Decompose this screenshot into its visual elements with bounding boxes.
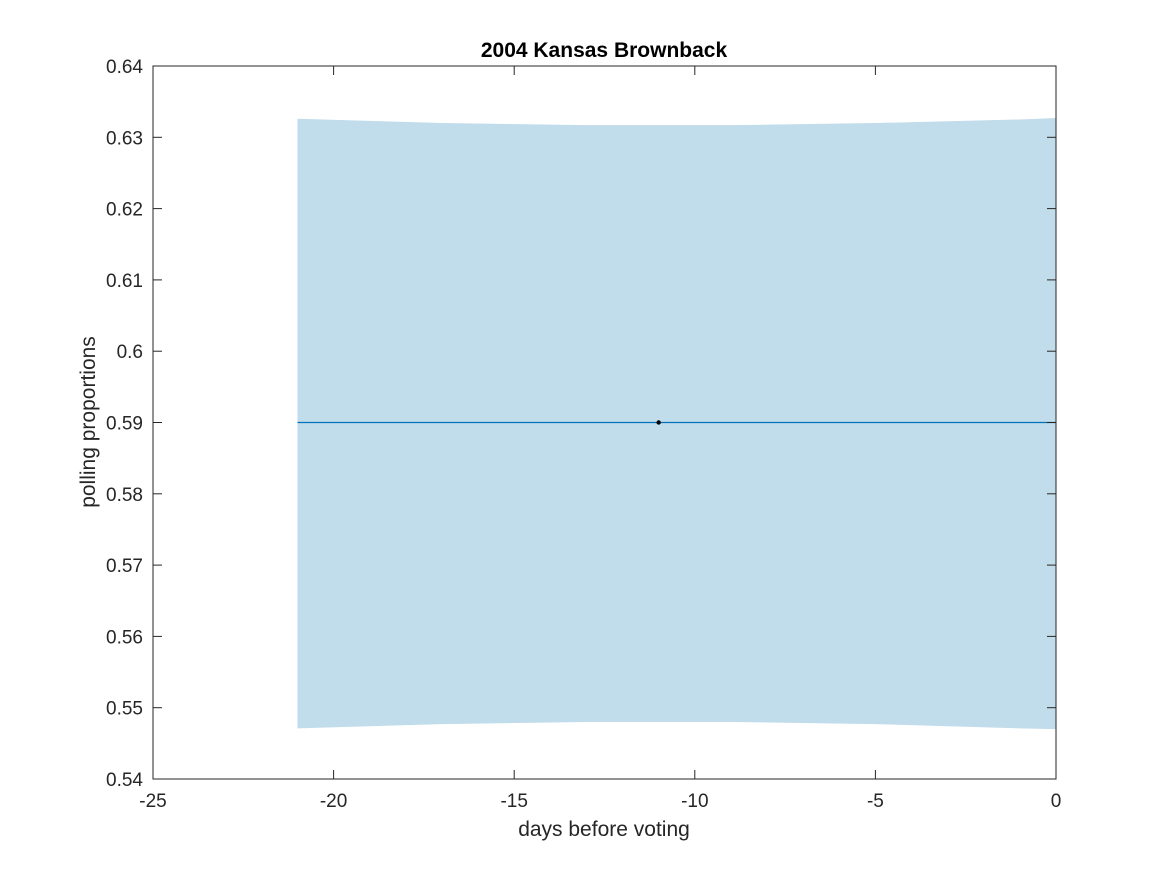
y-tick-label: 0.56 — [106, 627, 143, 648]
y-tick-label: 0.59 — [106, 414, 143, 435]
y-tick-label: 0.58 — [106, 485, 143, 506]
x-tick-label: -15 — [500, 791, 527, 812]
x-tick-label: 0 — [1051, 791, 1062, 812]
y-axis-label: polling proportions — [77, 336, 100, 508]
y-tick-label: 0.63 — [106, 128, 143, 149]
y-tick-label: 0.61 — [106, 271, 143, 292]
confidence-band — [297, 118, 1057, 730]
y-tick-label: 0.55 — [106, 699, 143, 720]
tick-labels: -25 -20 -15 -10 -5 0 0.54 0.55 0.56 0.57 0.58 0.59 0… — [106, 57, 1061, 812]
x-tick-label: -10 — [681, 791, 708, 812]
x-tick-label: -5 — [867, 791, 884, 812]
x-tick-label: -20 — [320, 791, 347, 812]
axes — [152, 65, 1057, 780]
y-tick-label: 0.54 — [106, 770, 143, 791]
plot-area — [297, 118, 1057, 730]
x-tick-label: -25 — [139, 791, 166, 812]
y-tick-label: 0.64 — [106, 57, 143, 78]
x-axis-label: days before voting — [518, 818, 690, 841]
y-tick-label: 0.6 — [117, 342, 143, 363]
chart-title: 2004 Kansas Brownback — [481, 39, 728, 62]
y-tick-label: 0.62 — [106, 200, 143, 221]
y-tick-label: 0.57 — [106, 556, 143, 577]
data-point — [656, 420, 661, 425]
